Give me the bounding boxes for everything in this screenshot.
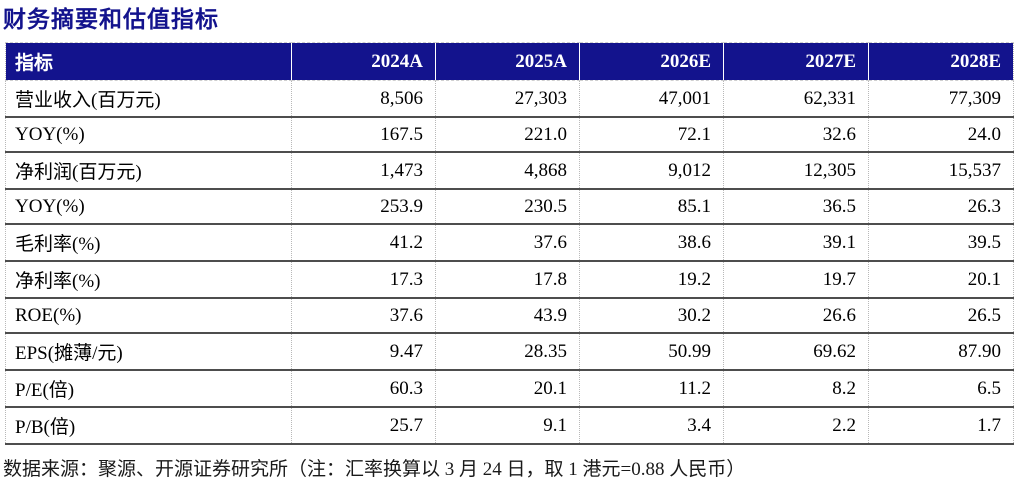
metric-value: 69.62 [723, 332, 869, 370]
table-row: 净利润(百万元) 1,473 4,868 9,012 12,305 15,537 [5, 151, 1014, 189]
metric-label: P/E(倍) [5, 369, 292, 407]
header-cell-metric: 指标 [5, 42, 292, 81]
header-cell-year: 2028E [868, 42, 1014, 81]
metric-value: 26.3 [868, 188, 1014, 224]
metric-value: 24.0 [868, 116, 1014, 152]
table-row: P/E(倍) 60.3 20.1 11.2 8.2 6.5 [5, 369, 1014, 407]
metric-label: ROE(%) [5, 297, 292, 333]
metric-value: 62,331 [723, 80, 869, 117]
metric-value: 8.2 [723, 369, 869, 407]
table-row: ROE(%) 37.6 43.9 30.2 26.6 26.5 [5, 297, 1014, 333]
metric-value: 230.5 [435, 188, 580, 224]
metric-value: 50.99 [579, 332, 724, 370]
table-row: YOY(%) 253.9 230.5 85.1 36.5 26.3 [5, 188, 1014, 224]
metric-value: 41.2 [291, 223, 436, 261]
table-row: 营业收入(百万元) 8,506 27,303 47,001 62,331 77,309 [6, 80, 1014, 117]
metric-label: P/B(倍) [5, 406, 292, 444]
metric-value: 253.9 [291, 188, 436, 224]
metric-label: 营业收入(百万元) [15, 90, 161, 111]
table-row: 净利率(%) 17.3 17.8 19.2 19.7 20.1 [5, 260, 1014, 298]
metric-label: YOY(%) [5, 188, 292, 224]
metric-value: 8,506 [291, 80, 436, 117]
metric-value: 6.5 [868, 369, 1014, 407]
source-note: 数据来源：聚源、开源证券研究所（注：汇率换算以 3 月 24 日，取 1 港元=… [3, 459, 746, 480]
header-cell-year: 2025A [435, 42, 580, 81]
metric-value: 85.1 [579, 188, 724, 224]
metric-label: 毛利率(%) [5, 223, 292, 261]
metric-value: 87.90 [868, 332, 1014, 370]
metric-value: 77,309 [868, 80, 1014, 117]
metric-value: 3.4 [579, 406, 724, 444]
table-header-row: 指标 2024A 2025A 2026E 2027E 2028E [5, 42, 1014, 81]
metric-value: 12,305 [723, 151, 869, 189]
header-cell-year: 2027E [723, 42, 869, 81]
table-row: 毛利率(%) 41.2 37.6 38.6 39.1 39.5 [5, 223, 1014, 261]
metric-value: 47,001 [579, 80, 724, 117]
metric-value: 2.2 [723, 406, 869, 444]
metric-value: 39.5 [868, 223, 1014, 261]
metric-value: 15,537 [868, 151, 1014, 189]
metric-value: 20.1 [868, 260, 1014, 298]
header-cell-year: 2024A [291, 42, 436, 81]
metric-value: 36.5 [723, 188, 869, 224]
metric-value: 37.6 [435, 223, 580, 261]
metric-value: 38.6 [579, 223, 724, 261]
metric-value: 37.6 [291, 297, 436, 333]
table-row: YOY(%) 167.5 221.0 72.1 32.6 24.0 [5, 116, 1014, 152]
metric-label: 净利润(百万元) [5, 151, 292, 189]
metric-label: 净利率(%) [5, 260, 292, 298]
metric-label: YOY(%) [5, 116, 292, 152]
metric-value: 28.35 [435, 332, 580, 370]
metric-value: 39.1 [723, 223, 869, 261]
table-row: EPS(摊薄/元) 9.47 28.35 50.99 69.62 87.90 [5, 332, 1014, 370]
page-title: 财务摘要和估值指标 [3, 7, 219, 32]
financial-summary-table: 指标 2024A 2025A 2026E 2027E 2028E 营业收入(百万元) 8,5… [5, 42, 1014, 445]
metric-label: EPS(摊薄/元) [5, 332, 292, 370]
metric-value: 9,012 [579, 151, 724, 189]
metric-value: 4,868 [435, 151, 580, 189]
metric-value: 17.8 [435, 260, 580, 298]
header-cell-year: 2026E [579, 42, 724, 81]
metric-value: 25.7 [291, 406, 436, 444]
metric-value: 19.7 [723, 260, 869, 298]
metric-value: 9.47 [291, 332, 436, 370]
metric-value: 20.1 [435, 369, 580, 407]
metric-value: 43.9 [435, 297, 580, 333]
metric-value: 26.6 [723, 297, 869, 333]
metric-value: 32.6 [723, 116, 869, 152]
metric-value: 60.3 [291, 369, 436, 407]
metric-value: 9.1 [435, 406, 580, 444]
metric-value: 221.0 [435, 116, 580, 152]
table-row: P/B(倍) 25.7 9.1 3.4 2.2 1.7 [5, 406, 1014, 444]
metric-value: 30.2 [579, 297, 724, 333]
metric-value: 1,473 [291, 151, 436, 189]
metric-value: 27,303 [435, 80, 580, 117]
metric-value: 72.1 [579, 116, 724, 152]
metric-value: 19.2 [579, 260, 724, 298]
metric-value: 167.5 [291, 116, 436, 152]
metric-value: 1.7 [868, 406, 1014, 444]
metric-value: 26.5 [868, 297, 1014, 333]
metric-value: 11.2 [579, 369, 724, 407]
metric-value: 17.3 [291, 260, 436, 298]
